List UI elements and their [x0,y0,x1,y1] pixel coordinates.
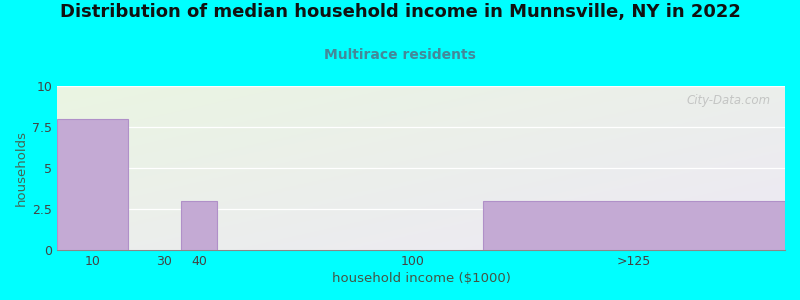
Text: Distribution of median household income in Munnsville, NY in 2022: Distribution of median household income … [59,3,741,21]
Text: Multirace residents: Multirace residents [324,48,476,62]
Bar [483,201,785,250]
Y-axis label: households: households [15,130,28,206]
Text: City-Data.com: City-Data.com [686,94,770,107]
Bar [182,201,217,250]
X-axis label: household income ($1000): household income ($1000) [331,272,510,285]
Bar [57,119,128,250]
